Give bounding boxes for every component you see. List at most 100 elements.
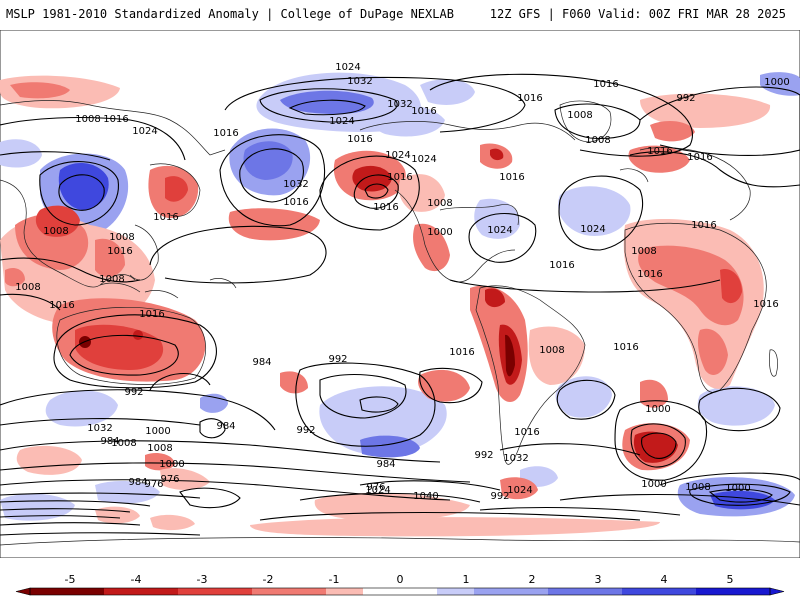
colorbar-segment — [548, 588, 623, 595]
contour-label: 1016 — [373, 202, 398, 213]
contour-label: 1000 — [159, 459, 184, 470]
contour-label: 992 — [328, 354, 347, 365]
contour-label: 1016 — [347, 134, 372, 145]
map-title: MSLP 1981-2010 Standardized Anomaly | Co… — [6, 7, 454, 21]
contour-label: 1008 — [99, 274, 124, 285]
contour-label: 984 — [376, 459, 395, 470]
contour-label: 992 — [124, 387, 143, 398]
contour-label: 1016 — [691, 220, 716, 231]
header: MSLP 1981-2010 Standardized Anomaly | Co… — [0, 0, 800, 30]
model-run-info: 12Z GFS | F060 Valid: 00Z FRI MAR 28 202… — [489, 7, 786, 21]
contour-label: 1000 — [427, 227, 452, 238]
contour-label: 1000 — [645, 404, 670, 415]
contour-label: 1008 — [567, 110, 592, 121]
contour-label: 1024 — [385, 150, 410, 161]
contour-label: 1016 — [753, 299, 778, 310]
contour-label: 1016 — [103, 114, 128, 125]
contour-label: 1008 — [585, 135, 610, 146]
contour-label: 1016 — [449, 347, 474, 358]
contour-label: 1016 — [499, 172, 524, 183]
contour-label: 1016 — [153, 212, 178, 223]
contour-label: 1000 — [641, 479, 666, 490]
contour-label: 1024 — [132, 126, 157, 137]
isobar-contours — [0, 73, 800, 536]
colorbar-zero-segment — [363, 588, 437, 595]
anomaly-map: 1024103210161024100810161024103210161016… — [0, 30, 800, 558]
contour-label: 1040 — [413, 491, 438, 502]
contour-label: 1032 — [387, 99, 412, 110]
contour-label: 992 — [296, 425, 315, 436]
colorbar-segment — [622, 588, 697, 595]
contour-label: 1016 — [514, 427, 539, 438]
contour-label: 1000 — [145, 426, 170, 437]
contour-label: 1024 — [507, 485, 532, 496]
colorbar-tick-label: 4 — [661, 573, 668, 586]
contour-label: 1016 — [411, 106, 436, 117]
contour-label: 1024 — [365, 485, 390, 496]
contour-label: 1008 — [147, 443, 172, 454]
contour-label: 1008 — [75, 114, 100, 125]
contour-label: 992 — [490, 491, 509, 502]
colorbar-tick-label: -5 — [65, 573, 76, 586]
contour-label: 1000 — [725, 483, 750, 494]
contour-label: 1016 — [283, 197, 308, 208]
contour-label: 1008 — [109, 232, 134, 243]
contour-label: 1032 — [347, 76, 372, 87]
contour-label: 1032 — [283, 179, 308, 190]
contour-label: 976 — [144, 479, 163, 490]
contour-label: 984 — [216, 421, 235, 432]
contour-label: 1024 — [580, 224, 605, 235]
contour-label: 1016 — [107, 246, 132, 257]
contour-label: 1008 — [43, 226, 68, 237]
contour-label: 1032 — [503, 453, 528, 464]
contour-label: 1008 — [111, 438, 136, 449]
contour-label: 1016 — [647, 146, 672, 157]
contour-label: 976 — [160, 474, 179, 485]
contour-label: 1008 — [685, 482, 710, 493]
contour-label: 1008 — [631, 246, 656, 257]
colorbar-tick-label: -3 — [197, 573, 208, 586]
colorbar-tick-label: 1 — [463, 573, 470, 586]
colorbar-max-arrow — [769, 587, 785, 596]
contour-label: 1016 — [387, 172, 412, 183]
colorbar-segment — [696, 588, 771, 595]
contour-label: 984 — [100, 436, 119, 447]
map-panel: 1024 1032 1016 1024 1008 1016 1024 1032 1016 1016… — [0, 30, 800, 558]
contour-label: 984 — [252, 357, 271, 368]
colorbar-segment — [178, 588, 253, 595]
contour-label: 1008 — [15, 282, 40, 293]
colorbar-tick-label: -2 — [263, 573, 274, 586]
contour-labels: 1024103210161024100810161024103210161016… — [15, 62, 789, 502]
contour-label: 1024 — [487, 225, 512, 236]
colorbar-tick-label: 5 — [727, 573, 734, 586]
colorbar-segment — [30, 588, 105, 595]
colorbar: -5 -4 -3 -2 -1 0 1 2 3 4 5 — [0, 568, 800, 600]
colorbar-tick-label: 2 — [529, 573, 536, 586]
colorbar-svg: -5 -4 -3 -2 -1 0 1 2 3 4 5 — [15, 573, 785, 596]
colorbar-segment — [252, 588, 327, 595]
contour-label: 1016 — [637, 269, 662, 280]
contour-label: 1032 — [87, 423, 112, 434]
colorbar-segment — [474, 588, 549, 595]
colorbar-segment — [104, 588, 179, 595]
contour-label: 1016 — [549, 260, 574, 271]
contour-label: 992 — [676, 93, 695, 104]
contour-label: 1024 — [329, 116, 354, 127]
contour-label: 1016 — [49, 300, 74, 311]
contour-label: 1008 — [427, 198, 452, 209]
colorbar-tick-label: -1 — [329, 573, 340, 586]
contour-label: 992 — [474, 450, 493, 461]
contour-label: 984 — [128, 477, 147, 488]
contour-label: 976 — [366, 482, 385, 493]
contour-label: 1000 — [764, 77, 789, 88]
contour-label: 1016 — [213, 128, 238, 139]
contour-label: 1024 — [335, 62, 360, 73]
colorbar-tick-label: 0 — [397, 573, 404, 586]
colorbar-tick-label: -4 — [131, 573, 142, 586]
contour-label: 1008 — [539, 345, 564, 356]
contour-label: 1024 — [411, 154, 436, 165]
contour-label: 1016 — [687, 152, 712, 163]
anomaly-shading — [0, 72, 800, 537]
contour-label: 1016 — [517, 93, 542, 104]
contour-label: 1016 — [593, 79, 618, 90]
